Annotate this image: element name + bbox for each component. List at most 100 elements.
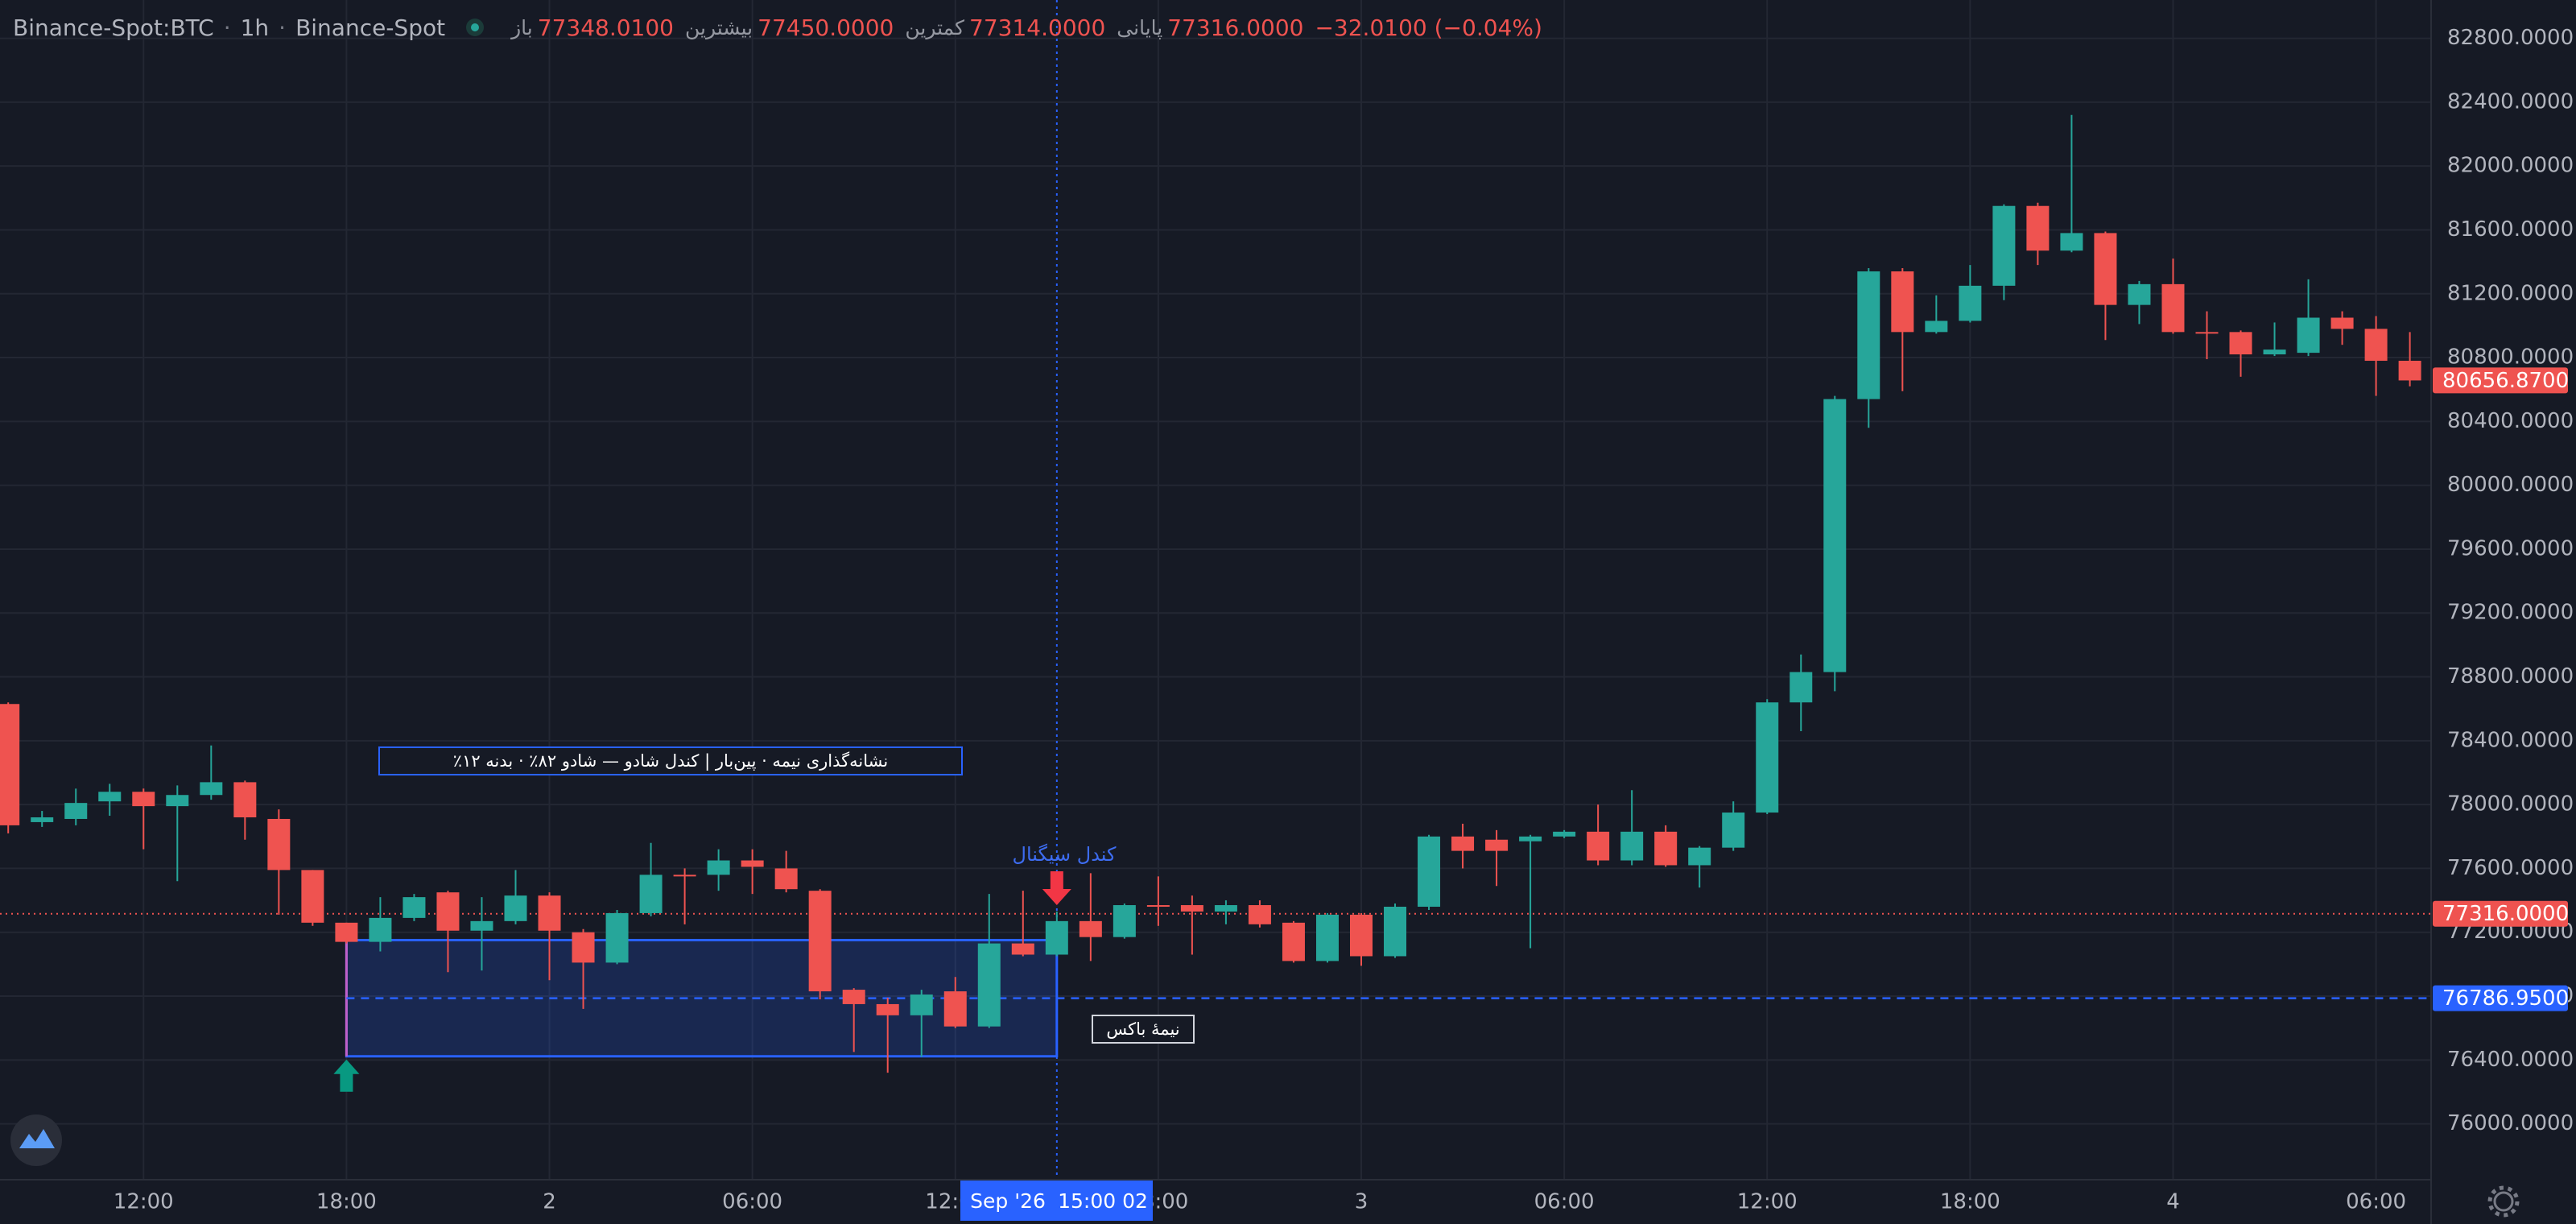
logo-mark[interactable]: [19, 1129, 55, 1148]
candle-body: [436, 892, 460, 931]
candle-body: [876, 1003, 899, 1015]
candle-body: [2263, 349, 2286, 355]
candle-body: [2229, 332, 2252, 355]
ohlc-label: بیشترین: [684, 15, 753, 39]
x-tick-label: 12:00: [114, 1190, 174, 1214]
signal-label: کندل سیگنال: [1013, 843, 1117, 866]
candle-body: [267, 818, 291, 870]
candle-body: [2128, 283, 2151, 305]
x-tick-label: 2: [543, 1190, 556, 1214]
candle-body: [335, 922, 358, 942]
candle-body: [1823, 399, 1847, 672]
candle-body: [673, 875, 696, 877]
candle-body: [369, 917, 392, 942]
candle-body: [605, 912, 629, 963]
info-label-box: [378, 746, 963, 775]
box-label: نیمهٔ باکس: [1106, 1019, 1179, 1039]
y-tick-label: 80800.0000: [2447, 345, 2574, 370]
candle-body: [2398, 361, 2421, 381]
ohlc-value: 77348.0100: [537, 14, 674, 41]
candle-body: [166, 795, 189, 807]
candle-body: [1011, 943, 1034, 955]
y-tick-label: 80400.0000: [2447, 409, 2574, 433]
y-tick-label: 76400.0000: [2447, 1048, 2574, 1072]
candle-body: [233, 782, 257, 817]
price-tag-label: 77316.0000: [2442, 902, 2569, 926]
y-tick-label: 77600.0000: [2447, 856, 2574, 880]
candle-body: [1113, 905, 1136, 937]
candle-body: [2330, 317, 2354, 329]
crosshair-time: 15:00 02: [1058, 1189, 1148, 1213]
signal-arrow: [1042, 871, 1071, 905]
gear-ring[interactable]: [2493, 1191, 2514, 1212]
price-tag: [2433, 985, 2568, 1011]
candle-body: [1485, 839, 1509, 851]
candle-body: [977, 943, 1001, 1027]
candle-body: [538, 895, 561, 931]
candle-body: [504, 895, 527, 921]
candle-body: [1992, 205, 2016, 286]
ohlc-label: باز: [511, 15, 533, 39]
candle-body: [1891, 271, 1914, 333]
ohlc-value: 77450.0000: [758, 14, 894, 41]
x-tick-label: 12:00: [1737, 1190, 1798, 1214]
candle-body: [943, 991, 967, 1027]
candle-body: [1248, 905, 1271, 924]
candle-body: [31, 817, 54, 822]
y-tick-label: 82000.0000: [2447, 154, 2574, 178]
candle-body: [707, 860, 730, 875]
candle-body: [2161, 283, 2185, 333]
candle-body: [1654, 831, 1678, 866]
candle-body: [1587, 831, 1610, 861]
interval[interactable]: 1h: [240, 14, 270, 41]
candle-body: [1214, 905, 1237, 912]
exchange: Binance-Spot: [295, 14, 446, 41]
price-tag-label: 80656.8700: [2442, 369, 2569, 393]
candle-body: [639, 875, 663, 913]
candle-body: [1350, 914, 1373, 957]
candle-body: [1384, 907, 1407, 957]
logo-circle[interactable]: [10, 1114, 62, 1166]
box-label-box: [1092, 1015, 1195, 1044]
candle-body: [64, 803, 88, 819]
candle-body: [1519, 836, 1542, 842]
candle-body: [2195, 332, 2219, 334]
candle-body: [808, 891, 832, 992]
change: −32.0100 (−0.04%): [1315, 14, 1542, 41]
logo[interactable]: [10, 1114, 62, 1166]
symbol[interactable]: Binance-Spot:BTC: [13, 14, 214, 41]
candle-body: [1315, 914, 1339, 961]
candle-body: [1451, 836, 1475, 851]
candle-body: [1146, 905, 1170, 908]
candle-body: [1925, 320, 1948, 333]
candle-body: [1282, 922, 1305, 961]
gear-teeth[interactable]: [2487, 1185, 2520, 1218]
y-tick-label: 76000.0000: [2447, 1111, 2574, 1135]
price-tag: [2433, 900, 2568, 927]
y-tick-label: 82800.0000: [2447, 26, 2574, 50]
candle-body: [2297, 317, 2320, 354]
candle-body: [1790, 672, 1813, 703]
candle-body: [1045, 920, 1068, 955]
price-tag-label: 76786.9500: [2442, 986, 2569, 1011]
candle-body: [1553, 831, 1576, 837]
ohlc-label: پایانی: [1117, 15, 1163, 39]
candle-body: [1756, 702, 1779, 813]
settings-button[interactable]: [2487, 1185, 2520, 1218]
candle-body: [1418, 836, 1441, 908]
status-dot: [466, 19, 485, 36]
candle-body: [2026, 205, 2050, 251]
ohlc-value: 77314.0000: [969, 14, 1106, 41]
candle-body: [301, 870, 324, 923]
y-tick-label: 81200.0000: [2447, 281, 2574, 305]
y-tick-label: 78400.0000: [2447, 728, 2574, 752]
candle-body: [132, 792, 155, 807]
candle-body: [0, 704, 20, 825]
y-tick-label: 80000.0000: [2447, 473, 2574, 497]
candle-body: [2060, 233, 2083, 251]
candle-body: [200, 782, 223, 796]
y-tick-label: 78000.0000: [2447, 792, 2574, 817]
y-tick-label: 78800.0000: [2447, 664, 2574, 688]
candle-body: [774, 868, 798, 890]
